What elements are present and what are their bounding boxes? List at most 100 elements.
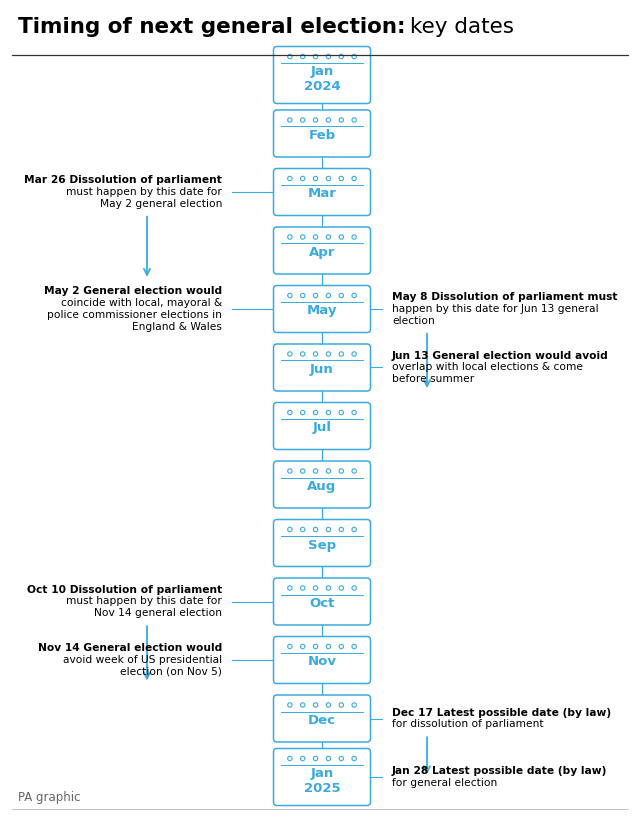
Circle shape [287,176,292,181]
Text: election: election [392,316,435,326]
Circle shape [287,352,292,356]
Text: May 2 General election would: May 2 General election would [44,287,222,296]
Circle shape [287,118,292,122]
Circle shape [352,352,356,356]
Circle shape [301,176,305,181]
Circle shape [314,176,318,181]
Circle shape [339,235,344,239]
Circle shape [339,586,344,590]
FancyBboxPatch shape [273,286,371,333]
Circle shape [301,352,305,356]
Text: Jun 13 General election would avoid: Jun 13 General election would avoid [392,351,609,360]
Circle shape [287,235,292,239]
Text: Aug: Aug [307,480,337,493]
Circle shape [301,586,305,590]
FancyBboxPatch shape [273,110,371,157]
Circle shape [287,410,292,414]
Circle shape [326,410,331,414]
Text: Jan
2024: Jan 2024 [303,66,340,93]
Circle shape [326,176,331,181]
Text: must happen by this date for: must happen by this date for [66,596,222,607]
Circle shape [287,756,292,761]
Text: must happen by this date for: must happen by this date for [66,187,222,197]
Circle shape [326,756,331,761]
Circle shape [352,703,356,707]
Circle shape [314,645,318,649]
Circle shape [301,756,305,761]
Text: May 2 general election: May 2 general election [100,199,222,209]
Circle shape [287,54,292,59]
Circle shape [314,118,318,122]
Text: Oct: Oct [309,597,335,610]
Circle shape [339,756,344,761]
Text: Dec: Dec [308,714,336,727]
Text: Oct 10 Dissolution of parliament: Oct 10 Dissolution of parliament [27,585,222,595]
Text: Timing of next general election:: Timing of next general election: [18,17,406,37]
Text: avoid week of US presidential: avoid week of US presidential [63,655,222,665]
Circle shape [314,586,318,590]
Circle shape [326,235,331,239]
Circle shape [301,468,305,473]
Circle shape [352,410,356,414]
Circle shape [314,410,318,414]
Circle shape [314,235,318,239]
Circle shape [301,703,305,707]
Text: Apr: Apr [309,246,335,259]
FancyBboxPatch shape [273,749,371,806]
Circle shape [301,527,305,532]
Circle shape [326,293,331,297]
Text: Jan
2025: Jan 2025 [304,767,340,794]
Circle shape [287,293,292,297]
Circle shape [301,118,305,122]
Circle shape [352,54,356,59]
Circle shape [352,293,356,297]
Text: before summer: before summer [392,374,474,384]
Circle shape [326,118,331,122]
Circle shape [314,293,318,297]
Text: Nov 14 general election: Nov 14 general election [94,609,222,618]
Text: PA graphic: PA graphic [18,790,81,803]
Text: May 8 Dissolution of parliament must: May 8 Dissolution of parliament must [392,292,618,302]
Circle shape [352,468,356,473]
Circle shape [352,586,356,590]
FancyBboxPatch shape [273,695,371,742]
Text: Jun: Jun [310,363,334,376]
Circle shape [339,645,344,649]
Text: Mar 26 Dissolution of parliament: Mar 26 Dissolution of parliament [24,175,222,185]
Circle shape [352,176,356,181]
Circle shape [326,586,331,590]
Text: May: May [307,305,337,318]
Text: police commissioner elections in: police commissioner elections in [47,310,222,320]
Circle shape [314,352,318,356]
Text: happen by this date for Jun 13 general: happen by this date for Jun 13 general [392,304,598,314]
Circle shape [287,468,292,473]
Circle shape [287,645,292,649]
FancyBboxPatch shape [273,461,371,508]
Circle shape [301,410,305,414]
Circle shape [339,54,344,59]
Circle shape [314,527,318,532]
Circle shape [326,352,331,356]
Circle shape [301,645,305,649]
Circle shape [339,410,344,414]
Circle shape [352,235,356,239]
Text: for dissolution of parliament: for dissolution of parliament [392,719,543,730]
Circle shape [287,586,292,590]
Circle shape [326,645,331,649]
FancyBboxPatch shape [273,578,371,625]
Circle shape [339,527,344,532]
Circle shape [339,118,344,122]
Text: Jul: Jul [312,422,332,435]
Text: Dec 17 Latest possible date (by law): Dec 17 Latest possible date (by law) [392,708,611,717]
Circle shape [314,703,318,707]
FancyBboxPatch shape [273,169,371,215]
Text: election (on Nov 5): election (on Nov 5) [120,667,222,676]
Circle shape [339,468,344,473]
FancyBboxPatch shape [273,47,371,103]
Circle shape [326,703,331,707]
Circle shape [352,527,356,532]
Circle shape [339,352,344,356]
Circle shape [339,703,344,707]
Circle shape [314,468,318,473]
Circle shape [352,118,356,122]
